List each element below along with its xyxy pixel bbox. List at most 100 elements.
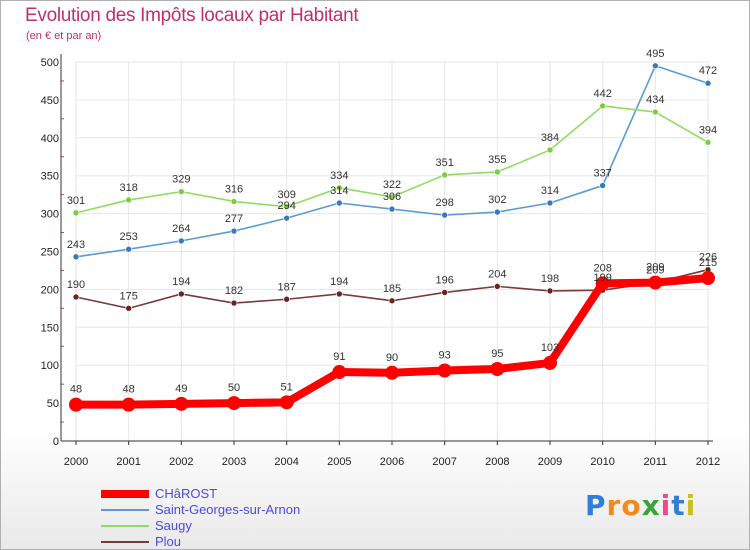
data-point: [227, 396, 241, 411]
data-label: 314: [330, 185, 348, 197]
data-point: [546, 146, 554, 154]
legend-label: CHâROST: [155, 486, 218, 501]
data-label: 175: [119, 290, 137, 302]
y-tick-label: 500: [41, 57, 59, 69]
data-point: [652, 62, 659, 70]
data-label: 91: [333, 351, 345, 363]
x-tick-label: 2006: [380, 456, 404, 468]
data-point: [125, 245, 132, 253]
legend-swatch: [101, 541, 149, 543]
data-point: [178, 290, 185, 298]
data-point: [494, 168, 501, 176]
data-point: [595, 276, 610, 291]
data-label: 351: [435, 157, 453, 169]
x-tick-label: 2007: [432, 456, 456, 468]
data-label: 48: [123, 384, 135, 396]
y-tick-label: 100: [41, 360, 59, 372]
data-label: 301: [67, 195, 85, 207]
brand-logo-letter: i: [685, 489, 697, 522]
data-point: [121, 397, 136, 412]
x-tick-label: 2012: [696, 456, 720, 468]
data-label: 93: [439, 350, 451, 362]
data-label: 51: [281, 381, 293, 393]
brand-logo-letter: r: [606, 489, 622, 522]
data-point: [230, 227, 238, 235]
chart-subtitle: (en € et par an): [26, 30, 102, 42]
brand-logo: Proxiti: [585, 489, 696, 522]
data-point: [652, 108, 659, 116]
data-point: [125, 196, 132, 204]
y-tick-label: 50: [47, 398, 59, 410]
brand-logo-letter: t: [671, 489, 686, 522]
data-point: [125, 305, 132, 312]
data-label: 194: [172, 276, 190, 288]
brand-logo-letter: P: [585, 489, 607, 522]
data-point: [388, 297, 396, 305]
data-label: 95: [491, 348, 503, 360]
data-label: 204: [488, 268, 506, 280]
data-label: 306: [383, 191, 401, 203]
data-point: [490, 361, 505, 376]
data-point: [69, 397, 83, 412]
data-point: [178, 237, 185, 245]
data-label: 434: [646, 94, 664, 106]
legend-swatch: [101, 490, 149, 498]
data-label: 337: [593, 168, 611, 180]
legend-swatch: [101, 509, 149, 511]
data-label: 198: [541, 273, 559, 285]
data-label: 209: [646, 265, 664, 277]
data-point: [385, 365, 399, 380]
data-point: [72, 253, 80, 261]
data-label: 209: [646, 262, 664, 274]
chart-title: Evolution des Impôts locaux par Habitant: [25, 5, 359, 26]
data-label: 226: [699, 252, 717, 264]
data-point: [283, 295, 290, 303]
data-point: [494, 283, 501, 290]
legend-label: Saugy: [155, 518, 192, 533]
data-point: [178, 188, 185, 195]
x-tick-label: 2001: [116, 456, 140, 468]
data-label: 196: [435, 274, 453, 286]
data-label: 182: [225, 285, 243, 297]
data-label: 103: [541, 342, 559, 354]
data-label: 355: [488, 154, 506, 166]
data-label: 264: [172, 223, 190, 235]
data-point: [283, 214, 290, 222]
data-point: [72, 293, 80, 301]
data-point: [72, 209, 80, 217]
data-point: [437, 363, 452, 378]
y-tick-label: 150: [41, 322, 59, 334]
data-point: [332, 365, 347, 380]
data-point: [704, 139, 712, 146]
x-tick-label: 2004: [274, 456, 298, 468]
x-tick-label: 2011: [644, 456, 668, 468]
data-point: [441, 171, 448, 179]
data-point: [494, 208, 501, 216]
data-point: [336, 199, 343, 207]
data-point: [336, 290, 343, 298]
data-label: 314: [541, 185, 559, 197]
data-point: [599, 102, 606, 110]
data-point: [543, 355, 557, 370]
data-point: [388, 193, 396, 201]
y-tick-label: 350: [41, 171, 59, 183]
data-label: 495: [646, 48, 664, 60]
data-label: 334: [330, 170, 348, 182]
brand-logo-letter: o: [621, 489, 642, 522]
data-label: 50: [228, 382, 240, 394]
data-point: [648, 275, 663, 290]
data-point: [230, 299, 238, 307]
brand-logo-letter: i: [660, 489, 672, 522]
data-label: 243: [67, 239, 85, 251]
data-label: 384: [541, 132, 559, 144]
data-label: 277: [225, 213, 243, 225]
data-point: [546, 287, 554, 295]
data-label: 48: [70, 384, 82, 396]
data-point: [441, 211, 448, 219]
data-point: [599, 182, 606, 189]
y-tick-label: 300: [41, 209, 59, 221]
legend-label: Saint-Georges-sur-Arnon: [155, 502, 301, 517]
x-tick-label: 2005: [327, 456, 351, 468]
